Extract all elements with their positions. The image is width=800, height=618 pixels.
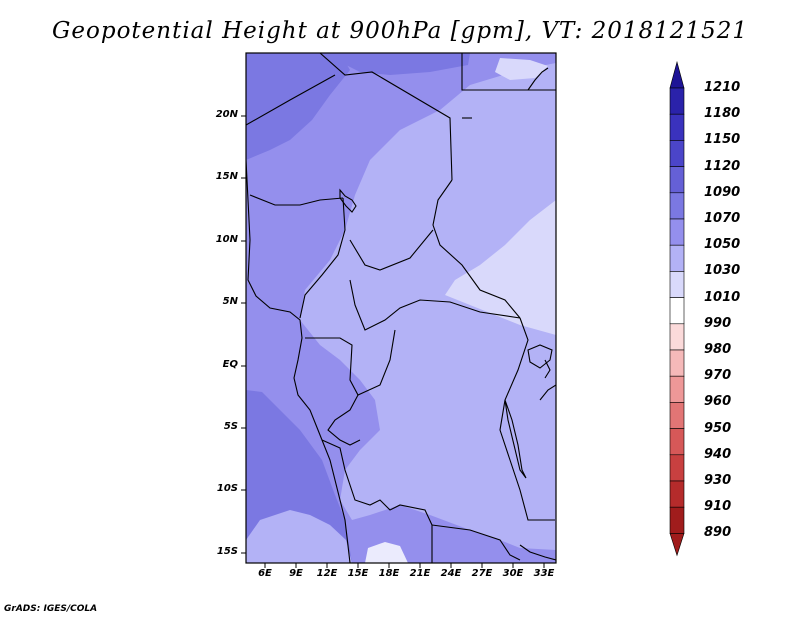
colorbar-label: 1030 — [704, 263, 741, 279]
lat-label-15S: 15S — [216, 546, 238, 557]
lat-label-5N: 5N — [222, 296, 238, 307]
colorbar-label: 1150 — [704, 132, 741, 148]
colorbar-label: 1180 — [704, 106, 741, 122]
colorbar-swatch — [669, 192, 685, 220]
lat-label-10S: 10S — [216, 483, 238, 494]
colorbar-swatch — [669, 87, 685, 115]
border-chad-sudan — [432, 179, 521, 319]
colorbar-swatch — [669, 297, 685, 325]
colorbar-swatch — [669, 402, 685, 429]
colorbar-cap-top — [669, 60, 685, 89]
border-libya-niger — [319, 53, 453, 181]
lon-label-15E: 15E — [347, 568, 369, 579]
colorbar-label: 930 — [704, 473, 732, 488]
credit-text: GrADS: IGES/COLA — [4, 604, 98, 614]
lon-ticks — [264, 563, 545, 568]
lat-ticks — [241, 115, 246, 554]
border-niger-mali — [246, 74, 336, 126]
colorbar-label: 1210 — [704, 80, 741, 95]
colorbar-swatch — [669, 428, 685, 456]
colorbar-label: 890 — [704, 525, 732, 541]
border-drc-angola — [321, 439, 433, 563]
lake-malawi — [519, 544, 556, 561]
colorbar-swatch — [669, 113, 685, 141]
border-east-lakes — [539, 384, 556, 401]
colorbar — [669, 60, 685, 557]
colorbar-swatch — [669, 244, 685, 272]
plot-frame — [245, 52, 557, 564]
lake-small-1 — [544, 359, 551, 379]
colorbar-label: 1010 — [704, 289, 741, 305]
border-cameroon-congo — [305, 329, 396, 396]
colorbar-label: 1070 — [704, 211, 741, 226]
border-car-chad — [349, 229, 434, 271]
border-car-south — [349, 279, 521, 331]
colorbar-cap-bottom — [669, 533, 685, 557]
colorbar-label: 980 — [704, 342, 732, 357]
border-nigeria-cameroon — [299, 197, 346, 319]
colorbar-swatch — [669, 454, 685, 482]
colorbar-swatch — [669, 480, 685, 508]
lon-label-12E: 12E — [316, 568, 338, 579]
field-region-high-north — [330, 53, 470, 75]
border-sudan-north — [461, 53, 556, 91]
red-sea-coast — [527, 67, 549, 91]
colorbar-swatch — [669, 375, 685, 403]
colorbar-swatch — [669, 323, 685, 351]
lake-chad — [339, 188, 357, 213]
field-region-mid-south — [246, 510, 352, 563]
field-region-low-northeast — [495, 58, 548, 80]
chart-title: Geopotential Height at 900hPa [gpm], VT:… — [52, 18, 748, 44]
lat-label-5S: 5S — [223, 421, 238, 432]
lat-label-10N: 10N — [215, 234, 238, 245]
colorbar-swatch — [669, 218, 685, 246]
colorbar-label: 1120 — [704, 158, 741, 174]
political-borders — [246, 53, 556, 563]
border-zambia — [431, 524, 521, 561]
colorbar-swatch — [669, 166, 685, 194]
lat-label-20N: 20N — [215, 109, 238, 120]
lon-label-27E: 27E — [471, 568, 493, 579]
colorbar-label: 950 — [704, 420, 732, 436]
lon-label-21E: 21E — [409, 568, 431, 579]
field-region-high-nw — [246, 53, 350, 160]
lon-label-18E: 18E — [378, 568, 400, 579]
colorbar-swatch — [669, 271, 685, 298]
field-region-low-east — [445, 200, 556, 335]
colorbar-label: 1050 — [704, 237, 741, 253]
colorbar-swatch — [669, 140, 685, 167]
lon-label-6E: 6E — [258, 568, 272, 579]
colorbar-swatch — [669, 506, 685, 534]
field-region-mid-east — [300, 63, 556, 550]
border-drc-east — [499, 317, 555, 521]
colorbar-label: 960 — [704, 394, 732, 410]
lon-label-30E: 30E — [502, 568, 524, 579]
lon-label-9E: 9E — [289, 568, 303, 579]
colorbar-label: 970 — [704, 368, 732, 384]
lake-tanganyika — [504, 399, 527, 479]
border-drc-west — [327, 394, 361, 446]
colorbar-swatch — [669, 349, 685, 377]
colorbar-label: 1090 — [704, 184, 741, 200]
field-region-minimum-south — [365, 542, 408, 563]
lon-label-33E: 33E — [533, 568, 555, 579]
lat-label-15N: 15N — [215, 171, 238, 182]
border-niger-nigeria — [249, 194, 344, 206]
colorbar-label: 990 — [704, 315, 732, 331]
colorbar-label: 910 — [704, 499, 732, 515]
colorbar-label: 940 — [704, 446, 732, 462]
lon-label-24E: 24E — [440, 568, 462, 579]
lake-victoria-shore — [527, 344, 553, 369]
lat-label-EQ: EQ — [222, 359, 238, 370]
